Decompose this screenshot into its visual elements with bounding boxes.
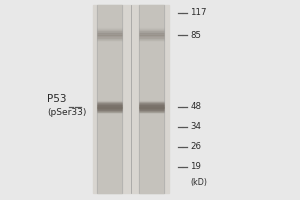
Text: 19: 19 <box>190 162 201 171</box>
Text: 48: 48 <box>190 102 201 111</box>
Text: 85: 85 <box>190 31 201 40</box>
Bar <box>97 5 122 193</box>
Text: P53: P53 <box>47 94 67 104</box>
Text: (kD): (kD) <box>190 178 207 187</box>
Text: 26: 26 <box>190 142 201 151</box>
Bar <box>93 5 170 193</box>
Text: 34: 34 <box>190 122 201 131</box>
Text: 117: 117 <box>190 8 207 17</box>
Bar <box>139 5 164 193</box>
Text: (pSer33): (pSer33) <box>47 108 86 117</box>
